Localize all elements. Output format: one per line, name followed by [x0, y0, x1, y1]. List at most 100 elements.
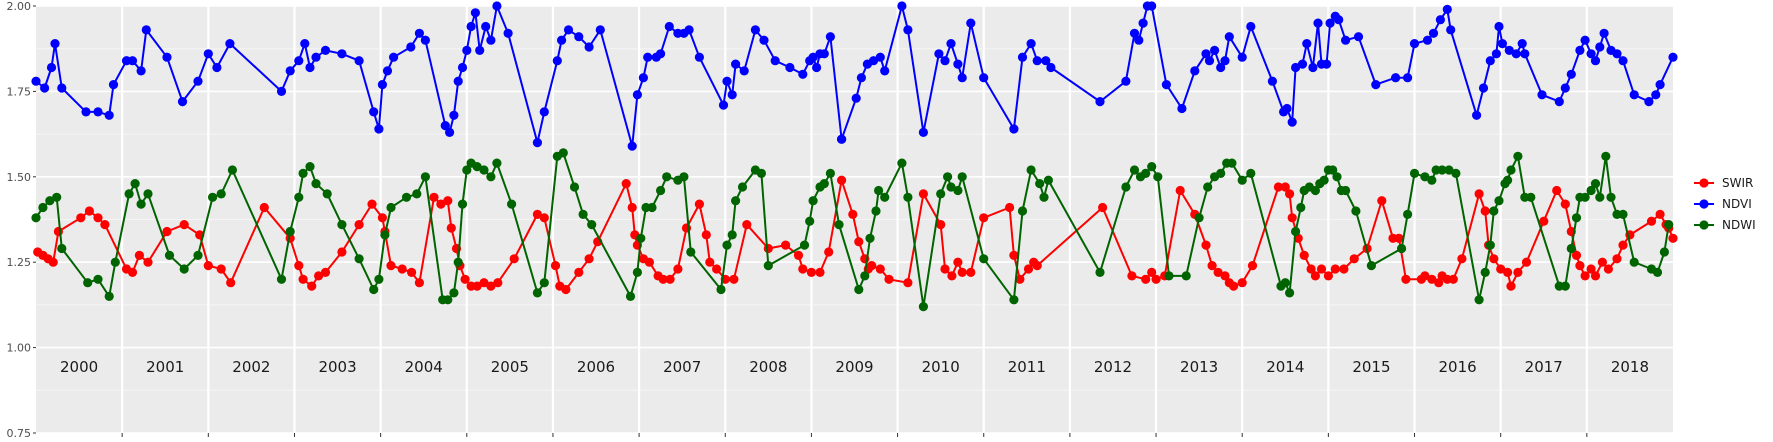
data-point [1403, 209, 1413, 219]
data-point [1485, 56, 1495, 66]
data-point [1296, 202, 1306, 213]
data-point [953, 59, 963, 69]
data-point [918, 189, 929, 199]
data-point [462, 165, 472, 175]
data-point [136, 66, 146, 76]
data-point [57, 83, 67, 93]
data-point [1595, 192, 1605, 202]
data-point [584, 42, 594, 52]
data-point [1629, 90, 1639, 100]
data-point [1606, 192, 1616, 202]
data-point [374, 124, 384, 134]
data-point [903, 278, 913, 288]
data-point [305, 162, 315, 172]
data-point [1177, 103, 1187, 114]
data-point [1377, 196, 1387, 206]
data-point [731, 59, 741, 69]
data-point [1612, 49, 1622, 59]
data-point [53, 226, 64, 237]
data-point [1595, 42, 1605, 52]
data-point [397, 264, 407, 274]
data-point [1341, 35, 1351, 45]
data-point [1175, 185, 1185, 196]
data-point [1560, 83, 1570, 93]
data-point [1506, 165, 1516, 175]
data-point [1153, 172, 1163, 182]
data-point [1474, 295, 1484, 305]
data-point [1401, 274, 1411, 284]
data-point [493, 278, 503, 288]
data-point [1511, 49, 1521, 59]
data-point [1554, 97, 1564, 107]
data-point [1237, 175, 1247, 185]
year-label: 2005 [491, 358, 529, 376]
data-point [1201, 240, 1211, 250]
data-point [259, 202, 269, 213]
year-label: 2003 [318, 358, 356, 376]
year-label: 2016 [1439, 358, 1477, 376]
data-point [632, 267, 643, 277]
data-point [1310, 185, 1320, 196]
data-point [294, 56, 304, 66]
year-label: 2004 [405, 358, 443, 376]
data-point [369, 284, 379, 295]
data-point [1009, 250, 1019, 260]
data-point [825, 168, 836, 178]
data-point [665, 274, 675, 284]
data-point [856, 73, 867, 83]
data-point [1287, 213, 1297, 223]
data-point [367, 199, 377, 209]
data-point [1353, 32, 1364, 42]
data-point [285, 226, 295, 237]
data-point [1282, 103, 1292, 114]
data-point [1141, 168, 1151, 178]
data-point [632, 90, 643, 100]
data-point [354, 56, 364, 66]
data-point [127, 267, 138, 277]
data-point [1434, 278, 1444, 288]
data-point [550, 261, 561, 271]
data-point [539, 213, 549, 223]
data-point [208, 192, 218, 202]
legend-key-point [1699, 199, 1709, 209]
data-point [1121, 76, 1131, 86]
data-point [532, 138, 543, 148]
data-point [1586, 185, 1596, 196]
data-point [1409, 168, 1420, 178]
data-point [414, 278, 424, 288]
legend-item-ndvi: NDVI [1694, 197, 1752, 211]
data-point [143, 189, 153, 199]
data-point [1181, 271, 1191, 281]
data-point [143, 257, 153, 267]
data-point [1213, 267, 1223, 277]
legend-label: NDWI [1722, 218, 1756, 232]
data-point [1017, 206, 1028, 216]
data-point [574, 267, 584, 277]
series-ndvi [31, 1, 1678, 151]
data-point [1127, 271, 1137, 281]
data-point [1444, 165, 1454, 175]
data-point [1586, 264, 1596, 274]
data-point [1227, 158, 1237, 168]
data-point [705, 257, 715, 267]
data-point [918, 302, 929, 312]
data-point [1552, 185, 1562, 196]
data-point [276, 86, 287, 96]
data-point [936, 189, 946, 199]
data-point [486, 35, 496, 45]
data-point [638, 73, 649, 83]
data-point [819, 179, 829, 189]
data-point [1207, 261, 1217, 271]
data-point [781, 240, 791, 250]
data-point [1437, 165, 1447, 175]
data-point [1629, 257, 1639, 267]
data-point [860, 271, 870, 281]
data-point [1513, 267, 1523, 277]
data-point [93, 213, 103, 223]
data-point [1474, 189, 1484, 199]
data-point [1571, 213, 1582, 223]
data-point [1489, 206, 1499, 216]
year-label: 2015 [1352, 358, 1390, 376]
data-point [1164, 271, 1174, 281]
data-point [1032, 56, 1042, 66]
